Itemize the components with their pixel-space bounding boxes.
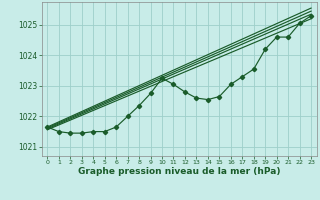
X-axis label: Graphe pression niveau de la mer (hPa): Graphe pression niveau de la mer (hPa)	[78, 167, 280, 176]
